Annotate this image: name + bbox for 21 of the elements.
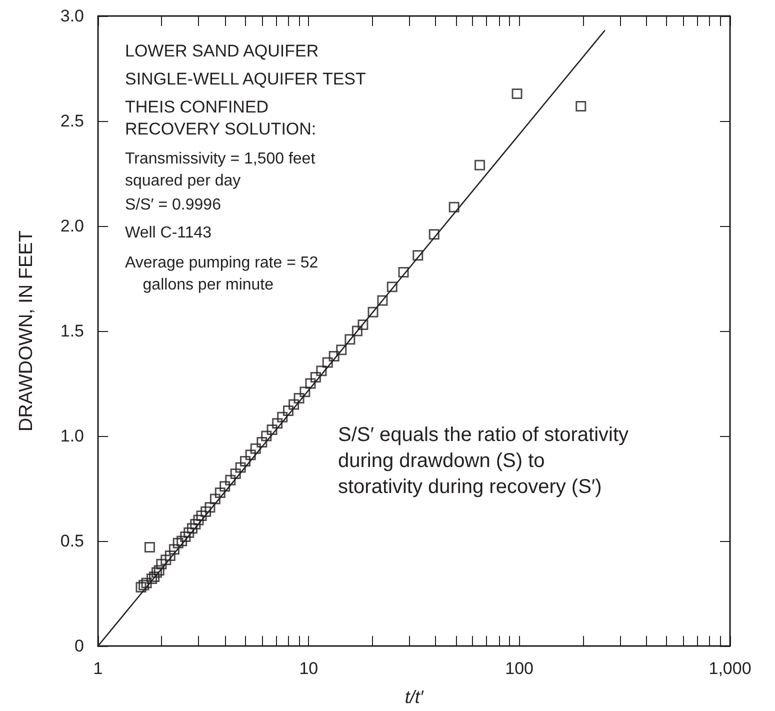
y-tick-label: 1.5: [60, 322, 84, 340]
annotation: Well C-1143: [125, 224, 212, 242]
annotation: SINGLE-WELL AQUIFER TEST: [125, 70, 366, 88]
annotation: Average pumping rate = 52 gallons per minute: [125, 254, 318, 294]
annotation: S/S′ = 0.9996: [125, 196, 222, 214]
x-tick-label: 1,000: [708, 659, 752, 678]
annotation: Transmissivity = 1,500 feet squared per day: [125, 150, 316, 190]
y-tick-label: 1.0: [60, 426, 84, 446]
y-tick-label: 0.5: [60, 532, 84, 550]
x-tick-label: 100: [505, 659, 534, 678]
x-tick-label: 1: [93, 659, 103, 678]
y-axis-title: DRAWDOWN, IN FEET: [16, 230, 37, 432]
y-tick-label: 3.0: [60, 6, 84, 26]
y-tick-label: 0: [74, 636, 84, 656]
annotation: THEIS CONFINED RECOVERY SOLUTION:: [125, 98, 316, 138]
y-tick-label: 2.5: [60, 112, 84, 130]
x-axis-title: t/t′: [404, 687, 424, 707]
annotation: LOWER SAND AQUIFER: [125, 42, 319, 60]
y-tick-label: 2.0: [60, 216, 84, 236]
x-tick-label: 10: [299, 659, 318, 678]
annotation: S/S′ equals the ratio of storativity during drawdown (S) to storativity during recovery (S′): [338, 424, 629, 498]
